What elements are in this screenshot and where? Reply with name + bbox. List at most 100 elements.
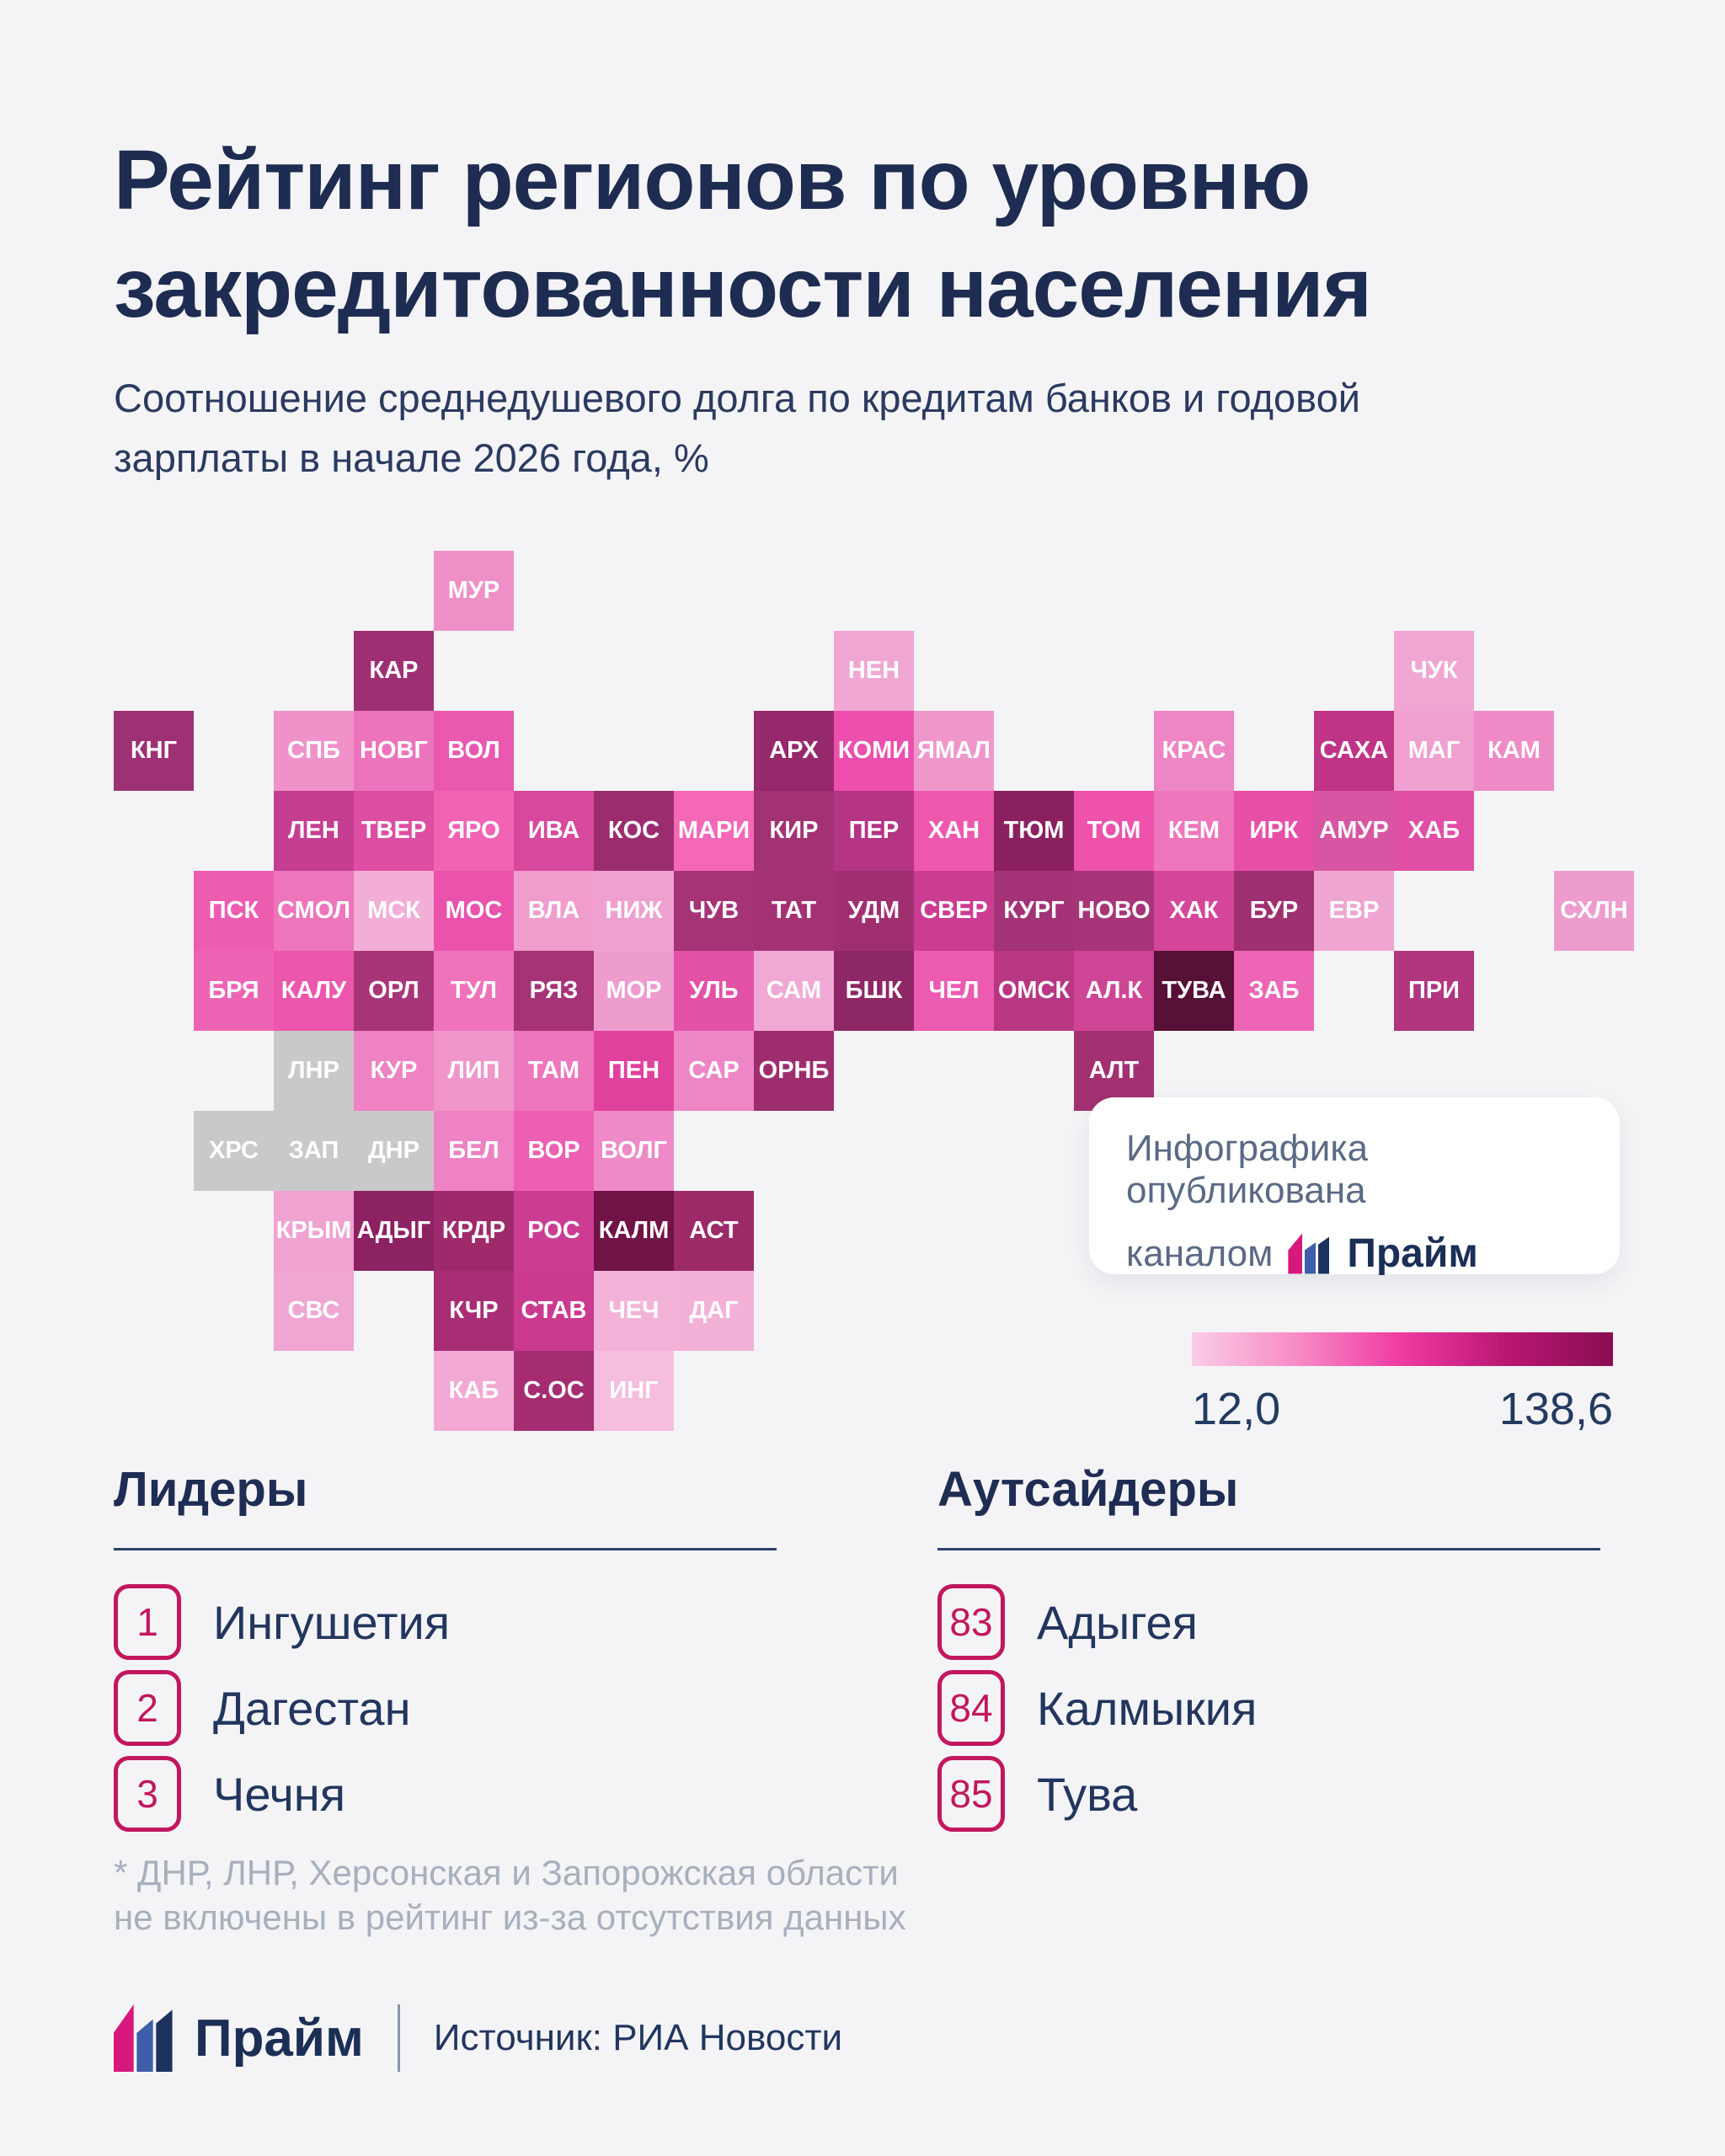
map-tile-АРХ: АРХ	[754, 711, 834, 791]
map-tile-ВЛА: ВЛА	[514, 871, 594, 951]
map-tile-ХРС: ХРС	[194, 1111, 274, 1191]
map-tile-САХА: САХА	[1314, 711, 1394, 791]
map-tile-РЯЗ: РЯЗ	[514, 951, 594, 1031]
footnote: * ДНР, ЛНР, Херсонская и Запорожская обл…	[114, 1851, 1293, 1940]
outsider-region-name: Калмыкия	[1037, 1681, 1258, 1735]
map-tile-ЛЕН: ЛЕН	[274, 791, 354, 871]
page-title-line1: Рейтинг регионов по уровню	[114, 133, 1311, 227]
map-tile-ЛИП: ЛИП	[434, 1031, 514, 1111]
map-tile-МУР: МУР	[434, 551, 514, 631]
map-tile-ОМСК: ОМСК	[994, 951, 1074, 1031]
map-tile-КНГ: КНГ	[114, 711, 194, 791]
map-tile-ЧУК: ЧУК	[1394, 631, 1474, 711]
map-tile-НЕН: НЕН	[834, 631, 914, 711]
leader-rank-badge: 1	[114, 1584, 181, 1660]
published-by-card: Инфографика опубликована каналом Прайм	[1089, 1097, 1620, 1276]
published-by-text-line1: Инфографика опубликована	[1126, 1128, 1369, 1211]
map-tile-ХАБ: ХАБ	[1394, 791, 1474, 871]
page-subtitle-line1: Соотношение среднедушевого долга по кред…	[114, 376, 1360, 420]
map-tile-СТАВ: СТАВ	[514, 1271, 594, 1351]
map-tile-ИНГ: ИНГ	[594, 1351, 674, 1431]
map-tile-ПРИ: ПРИ	[1394, 951, 1474, 1031]
page-subtitle: Соотношение среднедушевого долга по кред…	[114, 369, 1630, 488]
map-tile-НИЖ: НИЖ	[594, 871, 674, 951]
map-tile-КРАС: КРАС	[1154, 711, 1234, 791]
map-tile-ТАМ: ТАМ	[514, 1031, 594, 1111]
map-tile-ХАН: ХАН	[914, 791, 994, 871]
map-tile-УЛЬ: УЛЬ	[674, 951, 754, 1031]
outsiders-divider	[937, 1548, 1600, 1550]
color-scale-legend: 12,0 138,6	[1192, 1332, 1613, 1435]
footer-brand-name: Прайм	[195, 2009, 364, 2068]
map-tile-ЧУВ: ЧУВ	[674, 871, 754, 951]
footnote-line1: * ДНР, ЛНР, Херсонская и Запорожская обл…	[114, 1853, 899, 1892]
leader-region-name: Дагестан	[213, 1681, 411, 1735]
map-tile-МСК: МСК	[354, 871, 434, 951]
map-tile-ЯМАЛ: ЯМАЛ	[914, 711, 994, 791]
map-tile-САМ: САМ	[754, 951, 834, 1031]
outsider-region-name: Адыгея	[1037, 1595, 1198, 1649]
map-tile-ЛНР: ЛНР	[274, 1031, 354, 1111]
outsiders-list: 83 Адыгея 84 Калмыкия 85 Тува	[937, 1584, 1600, 1832]
map-tile-КЕМ: КЕМ	[1154, 791, 1234, 871]
map-tile-СХЛН: СХЛН	[1554, 871, 1634, 951]
leaders-divider	[114, 1548, 777, 1550]
map-tile-БШК: БШК	[834, 951, 914, 1031]
leader-rank-badge: 2	[114, 1670, 181, 1746]
outsider-item: 83 Адыгея	[937, 1584, 1600, 1660]
map-tile-КАЛМ: КАЛМ	[594, 1191, 674, 1271]
map-tile-КАЛУ: КАЛУ	[274, 951, 354, 1031]
map-tile-ТВЕР: ТВЕР	[354, 791, 434, 871]
map-tile-ТУЛ: ТУЛ	[434, 951, 514, 1031]
prime-logo-icon	[1288, 1233, 1332, 1274]
page-title: Рейтинг регионов по уровню закредитованн…	[114, 126, 1630, 342]
map-tile-КУРГ: КУРГ	[994, 871, 1074, 951]
leader-item: 3 Чечня	[114, 1756, 777, 1832]
map-tile-РОС: РОС	[514, 1191, 594, 1271]
outsider-item: 84 Калмыкия	[937, 1670, 1600, 1746]
map-tile-ДНР: ДНР	[354, 1111, 434, 1191]
outsider-rank-badge: 85	[937, 1756, 1005, 1832]
map-tile-ЧЕЧ: ЧЕЧ	[594, 1271, 674, 1351]
map-tile-ВОЛГ: ВОЛГ	[594, 1111, 674, 1191]
map-tile-ТАТ: ТАТ	[754, 871, 834, 951]
map-tile-МАРИ: МАРИ	[674, 791, 754, 871]
tile-cartogram: МУР КАР НЕН ЧУК КНГ СПБ НОВГ ВОЛ АРХ КОМИ ЯМАЛ КРАС…	[114, 551, 1638, 1431]
map-tile-МАГ: МАГ	[1394, 711, 1474, 791]
leaders-title: Лидеры	[114, 1462, 308, 1517]
map-tile-КЧР: КЧР	[434, 1271, 514, 1351]
map-tile-САР: САР	[674, 1031, 754, 1111]
published-by-text-line2: каналом	[1126, 1232, 1274, 1274]
map-tile-ЯРО: ЯРО	[434, 791, 514, 871]
map-tile-КАМ: КАМ	[1474, 711, 1554, 791]
map-tile-КИР: КИР	[754, 791, 834, 871]
prime-logo-icon	[114, 2004, 176, 2072]
outsider-item: 85 Тува	[937, 1756, 1600, 1832]
map-tile-КРДР: КРДР	[434, 1191, 514, 1271]
map-tile-ОРЛ: ОРЛ	[354, 951, 434, 1031]
leaders-list: 1 Ингушетия 2 Дагестан 3 Чечня	[114, 1584, 777, 1832]
map-tile-С.ОС: С.ОС	[514, 1351, 594, 1431]
map-tile-ЗАП: ЗАП	[274, 1111, 354, 1191]
map-tile-УДМ: УДМ	[834, 871, 914, 951]
page-subtitle-line2: зарплаты в начале 2026 года, %	[114, 435, 709, 480]
map-tile-КАБ: КАБ	[434, 1351, 514, 1431]
map-tile-АСТ: АСТ	[674, 1191, 754, 1271]
map-tile-ПЕН: ПЕН	[594, 1031, 674, 1111]
legend-max-value: 138,6	[1498, 1384, 1613, 1434]
leaders-section: Лидеры 1 Ингушетия 2 Дагестан 3 Чечня	[114, 1461, 777, 1842]
leader-rank-badge: 3	[114, 1756, 181, 1832]
map-tile-СВС: СВС	[274, 1271, 354, 1351]
map-tile-ОРНБ: ОРНБ	[754, 1031, 834, 1111]
map-tile-ТУВА: ТУВА	[1154, 951, 1234, 1031]
map-tile-ВОР: ВОР	[514, 1111, 594, 1191]
map-tile-МОС: МОС	[434, 871, 514, 951]
map-tile-ТЮМ: ТЮМ	[994, 791, 1074, 871]
map-tile-КУР: КУР	[354, 1031, 434, 1111]
map-tile-МОР: МОР	[594, 951, 674, 1031]
map-tile-ВОЛ: ВОЛ	[434, 711, 514, 791]
prime-brand-name: Прайм	[1347, 1231, 1478, 1276]
map-tile-ЕВР: ЕВР	[1314, 871, 1394, 951]
color-scale-gradient-bar	[1192, 1332, 1613, 1366]
map-tile-КАР: КАР	[354, 631, 434, 711]
